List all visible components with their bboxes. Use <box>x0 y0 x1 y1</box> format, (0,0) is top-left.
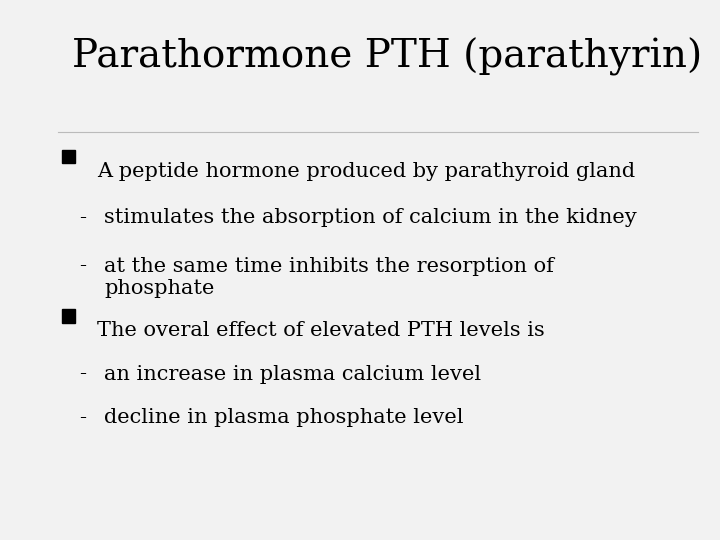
Bar <box>62 309 75 322</box>
Text: at the same time inhibits the resorption of
phosphate: at the same time inhibits the resorption… <box>104 256 554 298</box>
Text: A peptide hormone produced by parathyroid gland: A peptide hormone produced by parathyroi… <box>97 162 635 181</box>
Text: -: - <box>79 208 86 227</box>
Text: The overal effect of elevated PTH levels is: The overal effect of elevated PTH levels… <box>97 321 545 340</box>
Text: -: - <box>79 256 86 275</box>
Text: Parathormone PTH (parathyrin): Parathormone PTH (parathyrin) <box>72 38 702 76</box>
Text: an increase in plasma calcium level: an increase in plasma calcium level <box>104 364 482 383</box>
Bar <box>62 150 75 163</box>
Text: -: - <box>79 364 86 383</box>
Text: decline in plasma phosphate level: decline in plasma phosphate level <box>104 408 464 427</box>
Text: stimulates the absorption of calcium in the kidney: stimulates the absorption of calcium in … <box>104 208 637 227</box>
Text: -: - <box>79 408 86 427</box>
